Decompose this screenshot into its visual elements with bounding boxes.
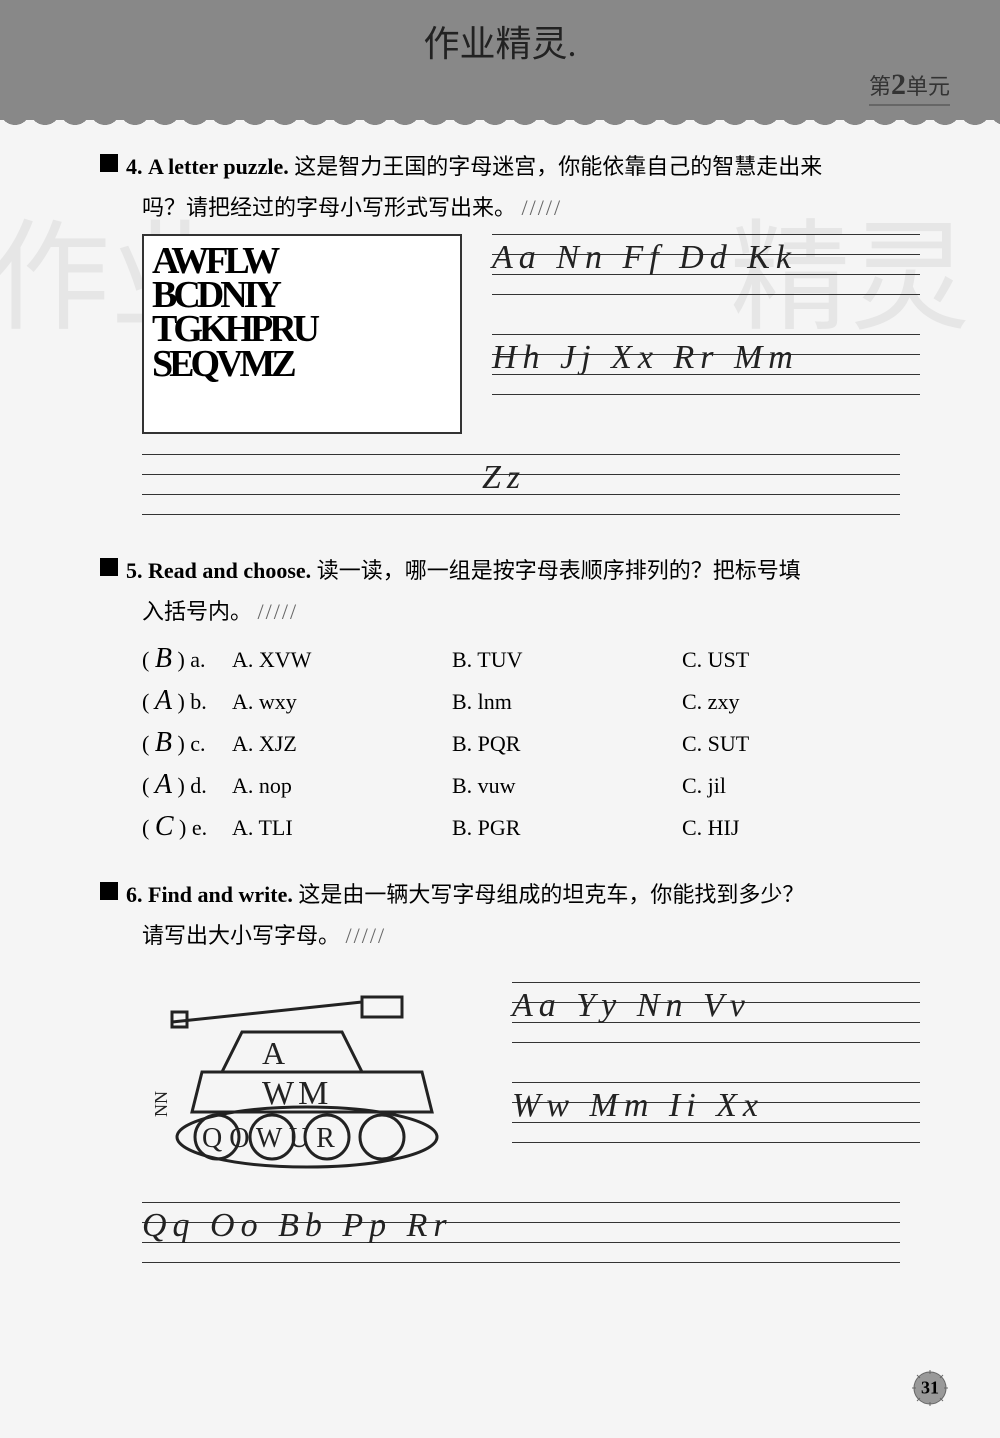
choice-row: ( B ) c. A. XJZ B. PQR C. SUT bbox=[142, 727, 920, 759]
section-5-number: 5. bbox=[126, 558, 143, 583]
answer-paren: ( B ) a. bbox=[142, 643, 232, 675]
four-line-grid: Zz bbox=[142, 454, 900, 514]
section-4-title-text: 这是智力王国的字母迷宫，你能依靠自己的智慧走出来 bbox=[294, 154, 822, 179]
handwriting-6-1: Aa Yy Nn Vv bbox=[512, 987, 751, 1025]
choice-row: ( B ) a. A. XVW B. TUV C. UST bbox=[142, 643, 920, 675]
tank-row: A WM Q O W U R NN Aa Y bbox=[142, 982, 920, 1182]
section-5: 5. Read and choose. 读一读，哪一组是按字母表顺序排列的？把标… bbox=[100, 554, 920, 843]
section-4-subtext: 吗？请把经过的字母小写形式写出来。 ///// bbox=[142, 191, 920, 224]
choice-row: ( A ) d. A. nop B. vuw C. jil bbox=[142, 769, 920, 801]
answer-a: B bbox=[155, 643, 172, 674]
option-c: C. UST bbox=[682, 647, 749, 673]
option-b: B. vuw bbox=[452, 773, 682, 799]
section-6-header: 6. Find and write. 这是由一辆大写字母组成的坦克车，你能找到多… bbox=[100, 878, 920, 911]
option-a: A. XJZ bbox=[232, 731, 452, 757]
handwriting-4-3: Zz bbox=[482, 459, 526, 497]
option-c: C. SUT bbox=[682, 731, 749, 757]
option-a: A. XVW bbox=[232, 647, 452, 673]
bullet-icon bbox=[100, 154, 118, 172]
handwriting-6-3: Qq Oo Bb Pp Rr bbox=[142, 1207, 453, 1245]
section-5-title-text: 读一读，哪一组是按字母表顺序排列的？把标号填 bbox=[317, 558, 801, 583]
section-6-title: 6. Find and write. 这是由一辆大写字母组成的坦克车，你能找到多… bbox=[126, 878, 804, 911]
svg-text:A: A bbox=[262, 1035, 285, 1071]
answer-paren: ( B ) c. bbox=[142, 727, 232, 759]
section-5-title-bold: Read and choose. bbox=[148, 558, 311, 583]
section-5-title: 5. Read and choose. 读一读，哪一组是按字母表顺序排列的？把标… bbox=[126, 554, 801, 587]
section-4: 4. A letter puzzle. 这是智力王国的字母迷宫，你能依靠自己的智… bbox=[100, 150, 920, 514]
writing-area-4: Aa Nn Ff Dd Kk Hh Jj Xx Rr Mm bbox=[492, 234, 920, 434]
full-writing-line: Zz bbox=[142, 454, 900, 514]
section-5-header: 5. Read and choose. 读一读，哪一组是按字母表顺序排列的？把标… bbox=[100, 554, 920, 587]
content-area: 4. A letter puzzle. 这是智力王国的字母迷宫，你能依靠自己的智… bbox=[0, 120, 1000, 1332]
answer-paren: ( C ) e. bbox=[142, 811, 232, 843]
page-title: 作业精灵. bbox=[423, 15, 576, 67]
option-a: A. TLI bbox=[232, 815, 452, 841]
choices-list: ( B ) a. A. XVW B. TUV C. UST ( A ) b. A… bbox=[142, 643, 920, 843]
four-line-grid: Aa Nn Ff Dd Kk bbox=[492, 234, 920, 294]
option-c: C. jil bbox=[682, 773, 726, 799]
choice-row: ( A ) b. A. wxy B. lnm C. zxy bbox=[142, 685, 920, 717]
section-6-title-bold: Find and write. bbox=[148, 882, 293, 907]
option-a: A. nop bbox=[232, 773, 452, 799]
option-c: C. zxy bbox=[682, 689, 739, 715]
page-number: 31 bbox=[921, 1378, 939, 1399]
hash-marks: ///// bbox=[346, 923, 387, 948]
section-4-header: 4. A letter puzzle. 这是智力王国的字母迷宫，你能依靠自己的智… bbox=[100, 150, 920, 183]
option-c: C. HIJ bbox=[682, 815, 739, 841]
section-5-subtext: 入括号内。 ///// bbox=[142, 595, 920, 628]
section-6-title-text: 这是由一辆大写字母组成的坦克车，你能找到多少？ bbox=[298, 882, 804, 907]
four-line-grid: Ww Mm Ii Xx bbox=[512, 1082, 920, 1142]
section-4-number: 4. bbox=[126, 154, 143, 179]
section-6-number: 6. bbox=[126, 882, 143, 907]
unit-prefix: 第 bbox=[869, 74, 891, 99]
four-line-grid: Hh Jj Xx Rr Mm bbox=[492, 334, 920, 394]
hash-marks: ///// bbox=[522, 195, 563, 220]
handwriting-4-2: Hh Jj Xx Rr Mm bbox=[492, 339, 799, 377]
bullet-icon bbox=[100, 558, 118, 576]
answer-e: C bbox=[155, 811, 174, 842]
tank-drawing: A WM Q O W U R NN bbox=[142, 982, 472, 1182]
answer-b: A bbox=[155, 685, 172, 716]
option-b: B. TUV bbox=[452, 647, 682, 673]
page-number-badge: 31 bbox=[910, 1368, 950, 1408]
option-b: B. lnm bbox=[452, 689, 682, 715]
section-4-title: 4. A letter puzzle. 这是智力王国的字母迷宫，你能依靠自己的智… bbox=[126, 150, 822, 183]
option-b: B. PQR bbox=[452, 731, 682, 757]
answer-d: A bbox=[155, 769, 172, 800]
handwriting-6-2: Ww Mm Ii Xx bbox=[512, 1087, 764, 1125]
maze-line-1: AWFLW bbox=[152, 244, 452, 278]
maze-line-4: SEQVMZ bbox=[152, 347, 452, 381]
answer-c: B bbox=[155, 727, 172, 758]
section-4-title-bold: A letter puzzle. bbox=[148, 154, 289, 179]
option-b: B. PGR bbox=[452, 815, 682, 841]
header-band: 作业精灵. 第2单元 bbox=[0, 0, 1000, 120]
hash-marks: ///// bbox=[258, 599, 299, 624]
writing-area-6: Aa Yy Nn Vv Ww Mm Ii Xx bbox=[512, 982, 920, 1182]
maze-line-2: BCDNIY bbox=[152, 278, 452, 312]
four-line-grid: Qq Oo Bb Pp Rr bbox=[142, 1202, 900, 1262]
letter-maze: AWFLW BCDNIY TGKHPRU SEQVMZ bbox=[142, 234, 462, 434]
svg-text:NN: NN bbox=[151, 1091, 171, 1117]
option-a: A. wxy bbox=[232, 689, 452, 715]
svg-text:Q O W U R: Q O W U R bbox=[202, 1123, 335, 1154]
handwriting-4-1: Aa Nn Ff Dd Kk bbox=[492, 239, 797, 277]
unit-label: 第2单元 bbox=[869, 68, 950, 106]
answer-paren: ( A ) b. bbox=[142, 685, 232, 717]
maze-row: AWFLW BCDNIY TGKHPRU SEQVMZ Aa Nn Ff Dd … bbox=[142, 234, 920, 434]
unit-suffix: 单元 bbox=[906, 74, 950, 99]
section-6-subtext: 请写出大小写字母。 ///// bbox=[142, 919, 920, 952]
bullet-icon bbox=[100, 882, 118, 900]
section-6: 6. Find and write. 这是由一辆大写字母组成的坦克车，你能找到多… bbox=[100, 878, 920, 1262]
answer-paren: ( A ) d. bbox=[142, 769, 232, 801]
full-writing-line-6: Qq Oo Bb Pp Rr bbox=[142, 1202, 900, 1262]
maze-line-3: TGKHPRU bbox=[152, 312, 452, 346]
four-line-grid: Aa Yy Nn Vv bbox=[512, 982, 920, 1042]
choice-row: ( C ) e. A. TLI B. PGR C. HIJ bbox=[142, 811, 920, 843]
unit-number: 2 bbox=[891, 68, 906, 101]
